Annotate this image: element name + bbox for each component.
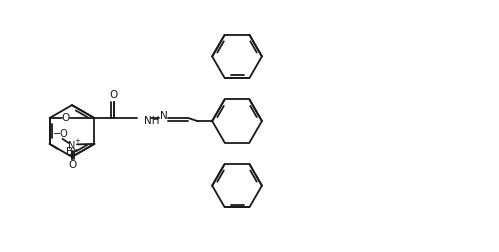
Text: +: +	[74, 138, 80, 144]
Text: −O: −O	[53, 130, 69, 139]
Text: N: N	[160, 111, 167, 121]
Text: Br: Br	[65, 147, 77, 157]
Text: O: O	[61, 113, 70, 123]
Text: O: O	[110, 90, 118, 100]
Text: N: N	[68, 141, 76, 151]
Text: NH: NH	[144, 115, 159, 125]
Text: O: O	[68, 160, 76, 170]
